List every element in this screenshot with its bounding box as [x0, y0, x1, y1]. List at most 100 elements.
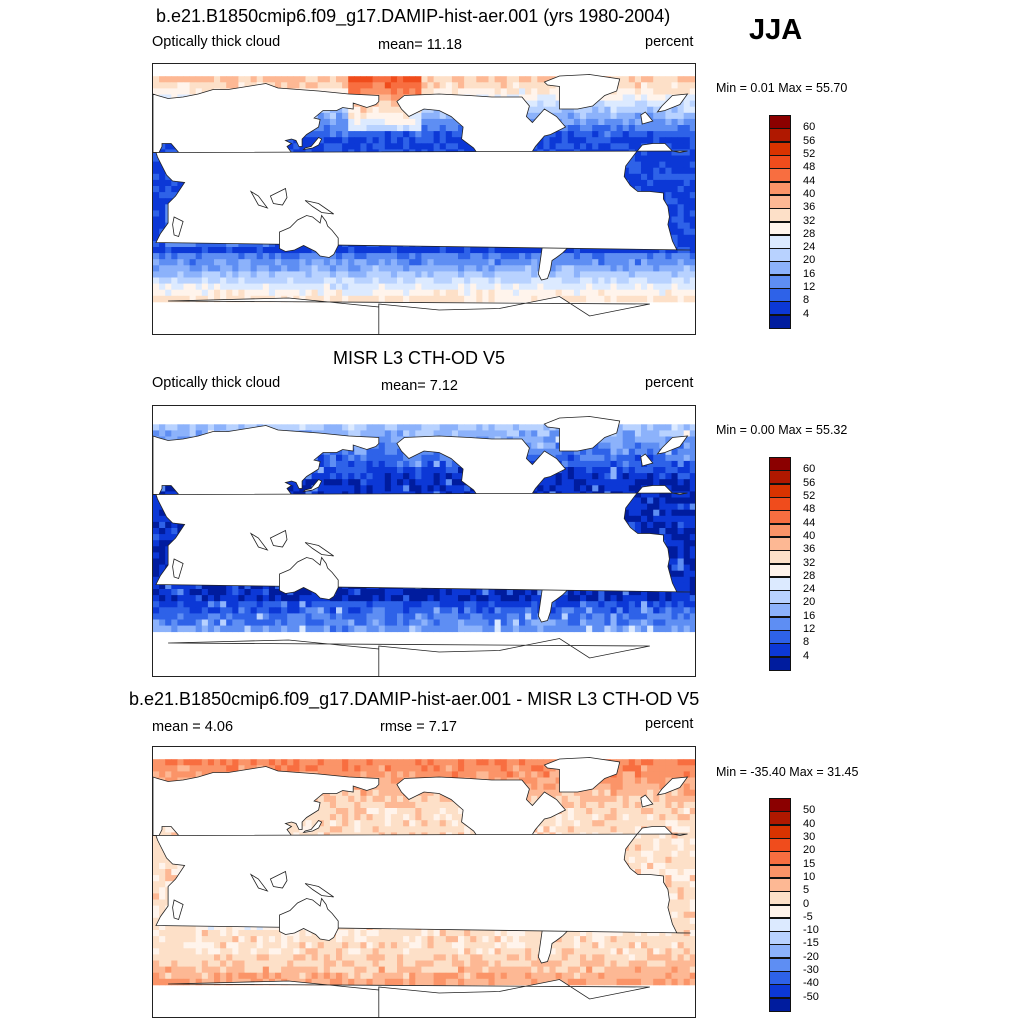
- colorbar-tick-label: 12: [803, 623, 816, 636]
- map-panel-diff: [152, 746, 696, 1018]
- colorbar-tick-label: 60: [803, 463, 816, 476]
- colorbar-tick-label: 28: [803, 569, 816, 582]
- colorbar-tick-label: -30: [803, 964, 819, 977]
- panel-left-label: Optically thick cloud: [152, 375, 281, 391]
- season-label: JJA: [749, 14, 803, 46]
- colorbar-tick-label: 4: [803, 649, 810, 662]
- colorbar-swatch: [769, 851, 791, 866]
- colorbar-tick-label: 40: [803, 529, 816, 542]
- colorbar-swatch: [769, 510, 791, 525]
- colorbar-swatch: [769, 864, 791, 879]
- colorbar-tick-label: 36: [803, 201, 816, 214]
- colorbar-swatch: [769, 194, 791, 209]
- colorbar-swatch: [769, 314, 791, 329]
- colorbar-tick-label: 16: [803, 609, 816, 622]
- colorbar-swatch: [769, 603, 791, 618]
- colorbar-tick-label: -50: [803, 990, 819, 1003]
- colorbar: [769, 798, 791, 1012]
- map-svg: [153, 416, 695, 676]
- colorbar-swatch: [769, 248, 791, 263]
- colorbar-swatch: [769, 590, 791, 605]
- colorbar-tick-label: 15: [803, 857, 816, 870]
- colorbar-tick-label: 5: [803, 884, 810, 897]
- colorbar-swatch: [769, 824, 791, 839]
- colorbar-tick-label: 24: [803, 583, 816, 596]
- colorbar-tick-label: 44: [803, 174, 816, 187]
- colorbar-swatch: [769, 811, 791, 826]
- panel-title: b.e21.B1850cmip6.f09_g17.DAMIP-hist-aer.…: [156, 6, 671, 26]
- colorbar-swatch: [769, 877, 791, 892]
- panel-title: b.e21.B1850cmip6.f09_g17.DAMIP-hist-aer.…: [129, 689, 700, 709]
- colorbar-swatch: [769, 798, 791, 812]
- colorbar-swatch: [769, 128, 791, 143]
- colorbar-swatch: [769, 997, 791, 1012]
- colorbar-swatch: [769, 141, 791, 156]
- colorbar-tick-label: 30: [803, 830, 816, 843]
- colorbar-swatch: [769, 891, 791, 906]
- colorbar-tick-label: 48: [803, 503, 816, 516]
- panel-minmax: Min = 0.01 Max = 55.70: [716, 81, 848, 95]
- colorbar-tick-label: 44: [803, 516, 816, 529]
- colorbar-swatch: [769, 154, 791, 169]
- colorbar-swatch: [769, 301, 791, 316]
- colorbar-tick-label: -40: [803, 977, 819, 990]
- colorbar-swatch: [769, 274, 791, 289]
- panel-units-label: percent: [645, 375, 694, 391]
- colorbar-tick-label: 28: [803, 227, 816, 240]
- map-svg: [153, 74, 695, 334]
- colorbar-swatch: [769, 957, 791, 972]
- map-panel-obs: [152, 405, 696, 677]
- colorbar-tick-label: 56: [803, 476, 816, 489]
- panel-mean-label: mean= 7.12: [381, 378, 458, 394]
- colorbar-swatch: [769, 288, 791, 302]
- colorbar-tick-label: 52: [803, 147, 816, 160]
- colorbar-tick-label: 12: [803, 281, 816, 294]
- colorbar-tick-label: -5: [803, 910, 813, 923]
- colorbar-tick-label: 0: [803, 897, 810, 910]
- colorbar-swatch: [769, 536, 791, 551]
- colorbar-tick-label: 8: [803, 294, 810, 307]
- colorbar-tick-label: 56: [803, 134, 816, 147]
- colorbar-tick-label: 32: [803, 556, 816, 569]
- colorbar-swatch: [769, 523, 791, 538]
- colorbar-tick-label: 52: [803, 489, 816, 502]
- colorbar-swatch: [769, 616, 791, 631]
- colorbar-tick-label: 40: [803, 817, 816, 830]
- colorbar: [769, 457, 791, 671]
- colorbar-swatch: [769, 630, 791, 644]
- colorbar-tick-label: 48: [803, 161, 816, 174]
- colorbar-tick-label: 40: [803, 187, 816, 200]
- colorbar-swatch: [769, 470, 791, 485]
- continent-outlines: [153, 74, 691, 334]
- colorbar-tick-label: 32: [803, 214, 816, 227]
- colorbar-swatch: [769, 576, 791, 591]
- colorbar-swatch: [769, 234, 791, 249]
- colorbar-tick-label: 20: [803, 844, 816, 857]
- panel-minmax: Min = -35.40 Max = 31.45: [716, 765, 859, 779]
- colorbar-swatch: [769, 971, 791, 985]
- colorbar-tick-label: 24: [803, 241, 816, 254]
- panel-title: MISR L3 CTH-OD V5: [333, 348, 506, 368]
- colorbar-tick-label: 16: [803, 267, 816, 280]
- colorbar-tick-label: -15: [803, 937, 819, 950]
- colorbar-swatch: [769, 563, 791, 578]
- colorbar-tick-label: 20: [803, 596, 816, 609]
- colorbar-tick-label: 20: [803, 254, 816, 267]
- colorbar-swatch: [769, 931, 791, 946]
- panel-left-label: Optically thick cloud: [152, 34, 281, 50]
- colorbar-swatch: [769, 984, 791, 999]
- colorbar-swatch: [769, 208, 791, 223]
- colorbar-swatch: [769, 115, 791, 129]
- panel-mean-label: mean = 4.06: [152, 719, 234, 735]
- map-svg: [153, 757, 695, 1017]
- colorbar-swatch: [769, 261, 791, 276]
- colorbar-tick-label: -10: [803, 924, 819, 937]
- colorbar-swatch: [769, 837, 791, 852]
- colorbar-swatch: [769, 656, 791, 671]
- map-panel-model: [152, 63, 696, 335]
- colorbar-swatch: [769, 483, 791, 498]
- panel-units-label: percent: [645, 716, 694, 732]
- colorbar-tick-label: -20: [803, 950, 819, 963]
- colorbar-swatch: [769, 457, 791, 471]
- panel-minmax: Min = 0.00 Max = 55.32: [716, 423, 848, 437]
